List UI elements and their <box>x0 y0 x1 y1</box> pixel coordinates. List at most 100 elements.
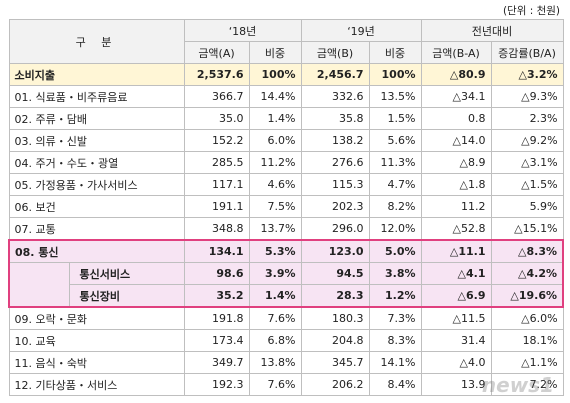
value-cell: 2,537.6 <box>183 63 250 86</box>
row-label: 05. 가정용품・가사서비스 <box>8 173 185 196</box>
value-cell: △8.9 <box>420 151 492 174</box>
table-row: 09. 오락・문화 191.8 7.6% 180.3 7.3% △11.5 △6.0% <box>8 306 564 330</box>
value-cell: 8.4% <box>368 373 422 396</box>
value-cell: 5.3% <box>248 239 302 263</box>
value-cell: △3.1% <box>490 151 564 174</box>
header-cell: 전년대비 <box>420 19 564 42</box>
value-cell: 285.5 <box>183 151 250 174</box>
table-row: 소비지출 2,537.6 100% 2,456.7 100% △80.9 △3.2% <box>8 63 564 86</box>
value-cell: 13.7% <box>248 217 302 241</box>
header-cell: 증감률(B/A) <box>490 41 564 64</box>
value-cell: 11.3% <box>368 151 422 174</box>
value-cell: 1.4% <box>248 284 302 308</box>
value-cell: 1.5% <box>368 107 422 130</box>
value-cell: △1.1% <box>490 351 564 374</box>
value-cell: △9.3% <box>490 85 564 108</box>
value-cell: △6.0% <box>490 306 564 330</box>
value-cell: 349.7 <box>183 351 250 374</box>
value-cell: 6.8% <box>248 329 302 352</box>
value-cell: △19.6% <box>490 284 565 308</box>
value-cell: 11.2 <box>420 195 492 218</box>
row-label: 09. 오락・문화 <box>8 306 185 330</box>
value-cell: 7.3% <box>368 306 422 330</box>
header-cell: 비중 <box>368 41 422 64</box>
row-label: 통신서비스 <box>68 262 185 285</box>
row-label: 02. 주류・담배 <box>8 107 185 130</box>
value-cell: 35.8 <box>300 107 370 130</box>
indent-cell <box>8 262 70 308</box>
value-cell: △8.3% <box>490 239 565 263</box>
table-row: 05. 가정용품・가사서비스 117.1 4.6% 115.3 4.7% △1.8 △1.5… <box>8 173 564 196</box>
expense-table: 구 분 ‘18년 ‘19년 전년대비 금액(A) 비중 금액(B) 비중 금액(B-A) 증감률(… <box>8 19 565 396</box>
value-cell: 12.0% <box>368 217 422 241</box>
watermark: news1 <box>481 373 554 397</box>
row-label: 소비지출 <box>8 63 185 86</box>
value-cell: 366.7 <box>183 85 250 108</box>
table-row: 11. 음식・숙박 349.7 13.8% 345.7 14.1% △4.0 △1.1% <box>8 351 564 374</box>
value-cell: 6.0% <box>248 129 302 152</box>
row-label: 12. 기타상품・서비스 <box>8 373 185 396</box>
row-label: 통신장비 <box>68 284 185 308</box>
value-cell: 0.8 <box>420 107 492 130</box>
value-cell: 276.6 <box>300 151 370 174</box>
table-row: 04. 주거・수도・광열 285.5 11.2% 276.6 11.3% △8.9 △3.1… <box>8 151 564 174</box>
row-label: 03. 의류・신발 <box>8 129 185 152</box>
value-cell: 173.4 <box>183 329 250 352</box>
value-cell: 191.1 <box>183 195 250 218</box>
value-cell: 28.3 <box>300 284 370 308</box>
table-row: 01. 식료품・비주류음료 366.7 14.4% 332.6 13.5% △34.1 △9… <box>8 85 564 108</box>
header-cell: 비중 <box>248 41 302 64</box>
value-cell: △14.0 <box>420 129 492 152</box>
value-cell: △9.2% <box>490 129 564 152</box>
value-cell: 3.9% <box>248 262 302 285</box>
value-cell: 13.8% <box>248 351 302 374</box>
value-cell: 134.1 <box>183 239 250 263</box>
header-cell: 금액(A) <box>183 41 250 64</box>
value-cell: △1.8 <box>420 173 492 196</box>
value-cell: 98.6 <box>183 262 250 285</box>
header-cell: ‘18년 <box>183 19 302 42</box>
header-row: 금액(A) 비중 금액(B) 비중 금액(B-A) 증감률(B/A) <box>9 41 564 64</box>
header-cell: ‘19년 <box>300 19 422 42</box>
value-cell: 191.8 <box>183 306 250 330</box>
value-cell: 100% <box>368 63 422 86</box>
value-cell: 2.3% <box>490 107 564 130</box>
table-row: 03. 의류・신발 152.2 6.0% 138.2 5.6% △14.0 △9.2% <box>8 129 564 152</box>
value-cell: 8.3% <box>368 329 422 352</box>
value-cell: 94.5 <box>300 262 370 285</box>
value-cell: △80.9 <box>420 63 492 86</box>
value-cell: 35.2 <box>183 284 250 308</box>
row-label: 10. 교육 <box>8 329 185 352</box>
value-cell: 7.6% <box>248 373 302 396</box>
value-cell: 1.4% <box>248 107 302 130</box>
value-cell: △1.5% <box>490 173 564 196</box>
value-cell: 345.7 <box>300 351 370 374</box>
value-cell: 7.6% <box>248 306 302 330</box>
value-cell: △3.2% <box>490 63 564 86</box>
value-cell: 31.4 <box>420 329 492 352</box>
value-cell: 4.7% <box>368 173 422 196</box>
value-cell: 14.4% <box>248 85 302 108</box>
value-cell: △4.2% <box>490 262 565 285</box>
value-cell: 138.2 <box>300 129 370 152</box>
value-cell: 11.2% <box>248 151 302 174</box>
table-row: 통신장비 35.2 1.4% 28.3 1.2% △6.9 △19.6% <box>9 284 565 308</box>
value-cell: △34.1 <box>420 85 492 108</box>
value-cell: 8.2% <box>368 195 422 218</box>
value-cell: 13.9 <box>420 373 492 396</box>
row-label: 04. 주거・수도・광열 <box>8 151 185 174</box>
row-label: 11. 음식・숙박 <box>8 351 185 374</box>
value-cell: △11.1 <box>420 239 492 263</box>
value-cell: 7.2% <box>490 373 564 396</box>
table-row: 02. 주류・담배 35.0 1.4% 35.8 1.5% 0.8 2.3% <box>8 107 564 130</box>
value-cell: 202.3 <box>300 195 370 218</box>
value-cell: 5.6% <box>368 129 422 152</box>
value-cell: 2,456.7 <box>300 63 370 86</box>
value-cell: 18.1% <box>490 329 564 352</box>
value-cell: 5.0% <box>368 239 422 263</box>
table-row: 12. 기타상품・서비스 192.3 7.6% 206.2 8.4% 13.9 7.2% <box>8 373 564 396</box>
value-cell: △6.9 <box>420 284 492 308</box>
value-cell: 117.1 <box>183 173 250 196</box>
table-body: 구 분 ‘18년 ‘19년 전년대비 금액(A) 비중 금액(B) 비중 금액(B-A) 증감률(… <box>8 19 565 396</box>
